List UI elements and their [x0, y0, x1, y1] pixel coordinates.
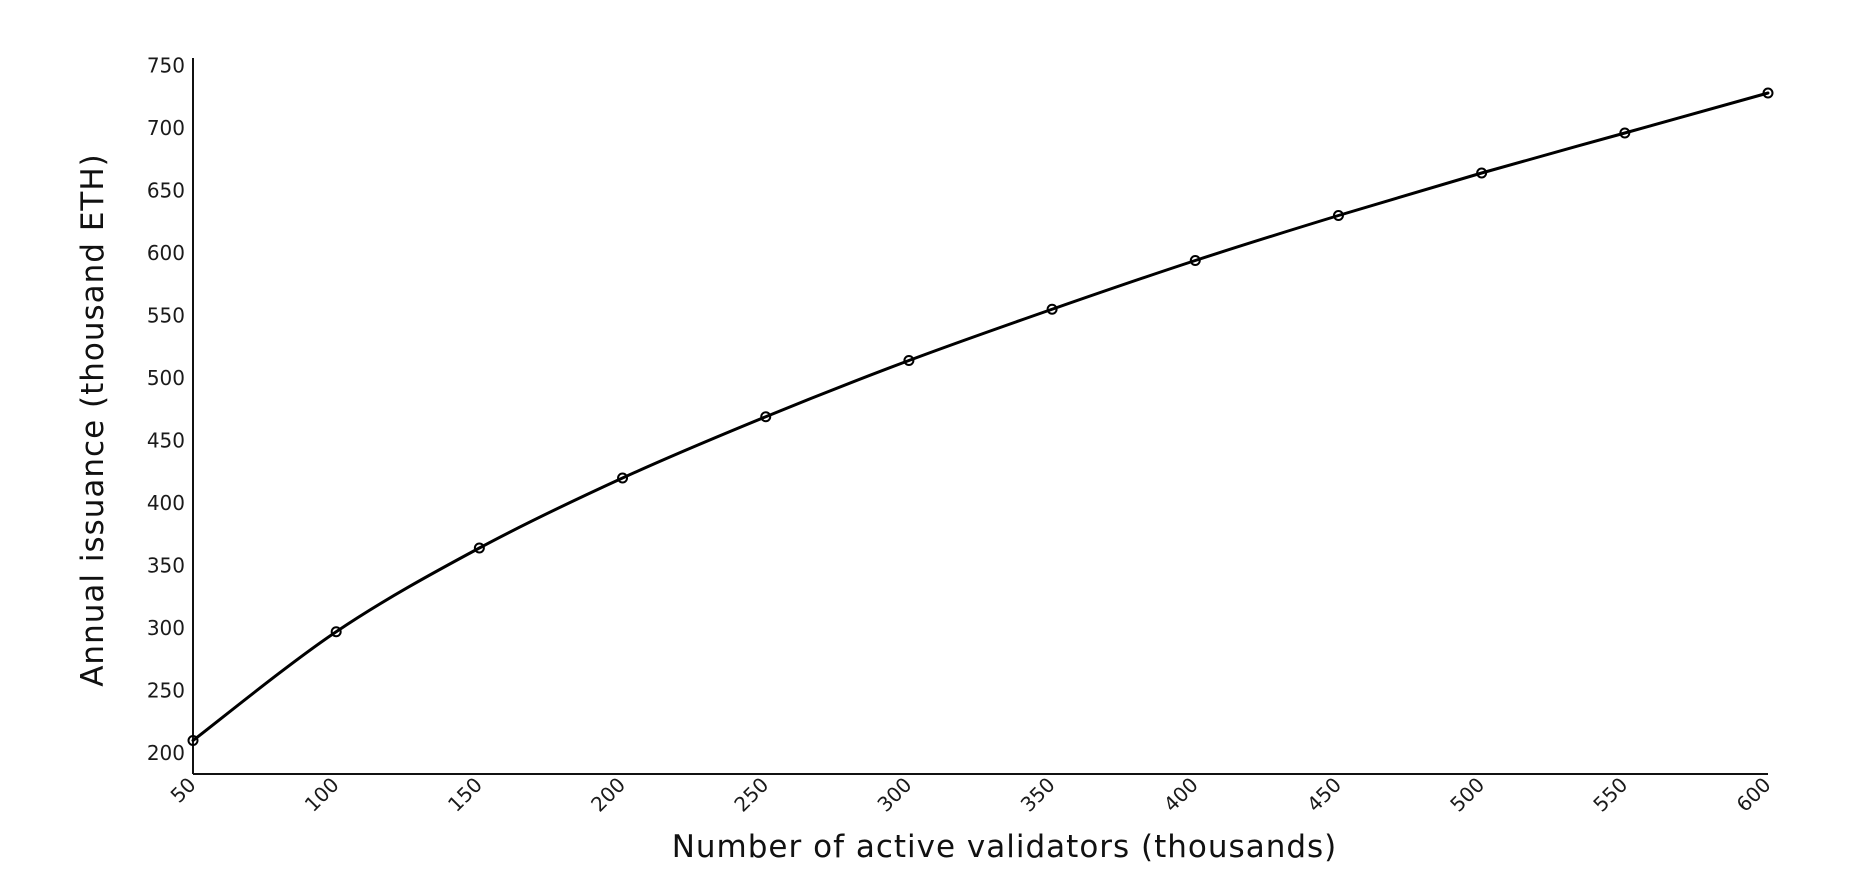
plot-series [187, 87, 1774, 746]
x-axis-title: Number of active validators (thousands) [672, 829, 1338, 865]
x-tick-label: 450 [1302, 773, 1346, 817]
data-point-marker [1189, 255, 1201, 266]
x-tick-label: 250 [729, 773, 773, 817]
y-tick-label: 500 [147, 366, 185, 390]
data-point-marker [903, 355, 915, 366]
data-point-marker [187, 735, 199, 746]
y-tick-label: 450 [147, 429, 185, 453]
data-point-marker [330, 626, 342, 638]
y-tick-label: 550 [147, 304, 185, 328]
x-tick-label: 100 [300, 773, 344, 817]
x-tick-label: 500 [1445, 773, 1489, 817]
data-point-marker [1046, 303, 1058, 315]
x-tick-label: 150 [443, 773, 487, 817]
y-tick-labels: 200 250 300 350 400 450 500 550 600 650 700 750 [147, 54, 185, 766]
y-tick-label: 250 [147, 679, 185, 703]
x-tick-label: 300 [872, 773, 916, 817]
data-point-marker [473, 542, 485, 554]
y-tick-label: 300 [147, 616, 185, 640]
data-point-marker [1762, 87, 1774, 99]
x-tick-labels: 50 100 150 200 250 300 350 400 450 500 550 600 [166, 773, 1776, 817]
x-tick-label: 550 [1588, 773, 1632, 817]
x-tick-label: 400 [1159, 773, 1203, 817]
x-tick-label: 600 [1732, 773, 1776, 817]
y-tick-label: 600 [147, 241, 185, 265]
data-point-marker [617, 472, 629, 484]
x-tick-label: 50 [166, 773, 201, 808]
y-tick-label: 750 [147, 54, 185, 78]
data-point-marker [760, 411, 772, 423]
y-axis-title: Annual issuance (thousand ETH) [75, 153, 111, 687]
data-point-marker [1332, 210, 1344, 221]
data-point-marker [1619, 127, 1631, 139]
y-tick-label: 650 [147, 179, 185, 203]
y-tick-label: 200 [147, 741, 185, 765]
x-tick-label: 200 [586, 773, 630, 817]
series-line [191, 91, 1770, 742]
data-point-marker [1476, 167, 1488, 179]
y-tick-label: 350 [147, 554, 185, 578]
x-tick-label: 350 [1016, 773, 1060, 817]
y-tick-label: 400 [147, 491, 185, 515]
x-axis: 50 100 150 200 250 300 350 400 450 500 550 600 [166, 773, 1776, 817]
y-tick-label: 700 [147, 116, 185, 140]
y-axis: 200 250 300 350 400 450 500 550 600 650 700 750 [147, 54, 194, 774]
